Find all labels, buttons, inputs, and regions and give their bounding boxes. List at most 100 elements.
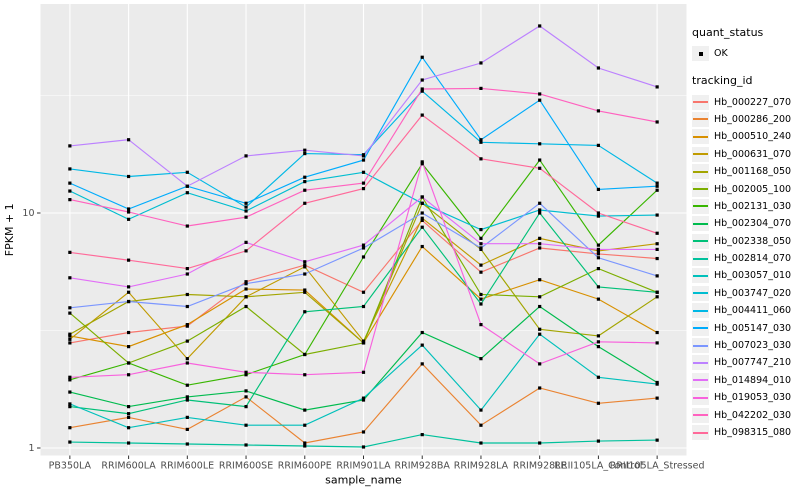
data-point xyxy=(126,299,131,304)
data-point xyxy=(596,187,601,192)
legend-item-label: Hb_002338_050 xyxy=(714,235,792,247)
series-color-swatch xyxy=(692,425,709,440)
x-tick-label: RRIM928LE xyxy=(513,461,567,472)
data-point xyxy=(479,441,483,445)
legend-item-Hb_002005_100: Hb_002005_100 xyxy=(692,180,798,197)
data-point xyxy=(303,272,307,276)
data-point xyxy=(479,357,483,361)
data-point xyxy=(68,402,72,406)
data-point xyxy=(244,201,248,205)
data-point xyxy=(596,243,601,247)
data-point xyxy=(479,242,483,246)
legend-item-Hb_000510_240: Hb_000510_240 xyxy=(692,128,798,145)
data-point xyxy=(538,246,542,250)
data-point xyxy=(126,138,131,142)
x-tick-label: RRIM600LA xyxy=(101,461,156,472)
data-point xyxy=(68,306,72,310)
data-point xyxy=(244,154,248,158)
data-point xyxy=(420,218,424,223)
data-point xyxy=(361,304,366,309)
data-point xyxy=(303,151,307,156)
data-point xyxy=(244,280,248,284)
data-point xyxy=(126,217,131,221)
legend-item-label: Hb_002304_070 xyxy=(714,218,792,230)
data-point xyxy=(538,295,542,299)
legend-item-Hb_002304_070: Hb_002304_070 xyxy=(692,215,798,232)
data-point xyxy=(68,198,72,202)
data-point xyxy=(126,290,131,294)
x-tick-label: RRIM600SE xyxy=(219,461,273,472)
data-point xyxy=(126,174,131,179)
data-point xyxy=(68,341,72,345)
data-point xyxy=(126,285,131,289)
data-point xyxy=(538,441,542,445)
data-point xyxy=(185,224,189,228)
data-point xyxy=(244,249,248,253)
legend-item-label: Hb_003057_010 xyxy=(714,270,792,282)
x-tick-label: RRIM928BA xyxy=(395,461,451,472)
data-point xyxy=(361,445,366,449)
data-point xyxy=(655,380,659,385)
data-point xyxy=(596,345,601,349)
data-point xyxy=(361,154,366,158)
data-point xyxy=(303,180,307,184)
data-point xyxy=(361,181,366,185)
series-color-swatch xyxy=(692,181,709,197)
data-point xyxy=(68,167,72,171)
data-point xyxy=(185,442,189,446)
data-point xyxy=(303,444,307,448)
data-point xyxy=(185,415,189,419)
data-point xyxy=(596,214,601,218)
x-tick-label: RRIM928LA xyxy=(454,461,509,472)
data-point xyxy=(303,408,307,412)
data-point xyxy=(303,310,307,314)
data-point xyxy=(185,170,189,174)
data-point xyxy=(185,357,189,361)
data-point xyxy=(68,390,72,394)
data-point xyxy=(479,140,483,144)
legend-item-Hb_014894_010: Hb_014894_010 xyxy=(692,372,798,389)
data-point xyxy=(538,362,542,366)
legend-item-Hb_007023_030: Hb_007023_030 xyxy=(692,337,798,354)
data-point xyxy=(244,443,248,447)
data-point xyxy=(185,395,189,399)
data-point xyxy=(655,438,659,442)
data-point xyxy=(538,166,542,170)
data-point xyxy=(126,405,131,409)
legend-item-Hb_004411_060: Hb_004411_060 xyxy=(692,302,798,319)
data-point xyxy=(420,216,424,220)
data-point xyxy=(126,330,131,335)
data-point xyxy=(655,256,659,261)
data-point xyxy=(68,181,72,185)
data-point xyxy=(479,157,483,161)
data-point xyxy=(538,92,542,96)
data-point xyxy=(538,304,542,309)
data-point xyxy=(596,334,601,338)
data-point xyxy=(655,188,659,192)
data-point xyxy=(303,201,307,205)
data-point xyxy=(538,201,542,205)
data-point xyxy=(185,427,189,431)
legend-item-label: Hb_000631_070 xyxy=(714,148,792,160)
data-point xyxy=(244,395,248,399)
data-point xyxy=(361,339,366,343)
legend-item-Hb_042202_030: Hb_042202_030 xyxy=(692,406,798,423)
y-tick-label: 10 xyxy=(22,208,34,219)
series-color-swatch xyxy=(692,129,709,145)
legend-item-Hb_002814_070: Hb_002814_070 xyxy=(692,250,798,267)
legend-item-ok: OK xyxy=(692,45,798,62)
data-point xyxy=(596,252,601,256)
series-color-swatch xyxy=(692,198,709,214)
data-point xyxy=(538,327,542,331)
x-tick-label: RRII105LA_Control xyxy=(554,461,642,472)
x-tick-label: RRIM901LA xyxy=(336,461,391,472)
data-point xyxy=(538,24,542,28)
data-point xyxy=(538,142,542,146)
data-point xyxy=(479,323,483,327)
data-point xyxy=(538,236,542,240)
data-point xyxy=(655,242,659,246)
data-point xyxy=(479,292,483,297)
legend-item-label: Hb_002005_100 xyxy=(714,183,792,195)
